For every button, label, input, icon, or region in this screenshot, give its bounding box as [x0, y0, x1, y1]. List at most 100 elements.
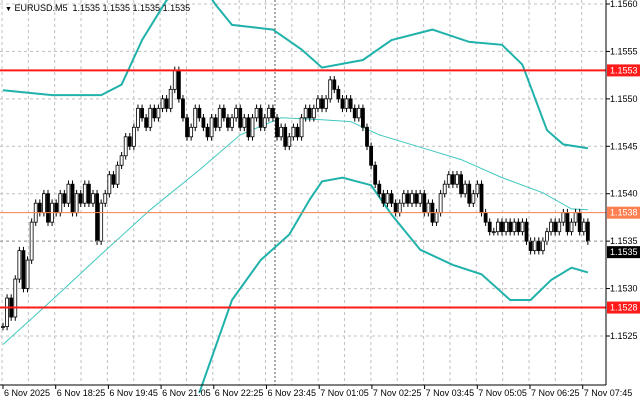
bear-candle	[21, 250, 26, 289]
bull-candle	[230, 117, 234, 128]
x-tick-label: 6 Nov 2025	[4, 388, 50, 398]
bear-candle	[152, 107, 157, 119]
x-tick-label: 7 Nov 02:25	[373, 388, 422, 398]
bear-candle	[577, 212, 582, 233]
x-tick-label: 6 Nov 18:25	[57, 388, 106, 398]
bull-candle	[25, 259, 30, 289]
level-label: 1.1528	[610, 303, 638, 313]
bull-candle	[545, 231, 549, 242]
bull-candle	[442, 183, 447, 195]
bear-candle	[201, 117, 206, 128]
bull-candle	[311, 107, 316, 119]
bear-candle	[389, 193, 394, 204]
upper-band-line	[2, 0, 589, 150]
bull-candle	[189, 126, 194, 138]
bear-candle	[483, 212, 488, 223]
bull-candle	[324, 98, 329, 109]
bear-candle	[565, 212, 570, 233]
ohlc-values: 1.1535 1.1535 1.1535 1.1535	[72, 3, 191, 13]
bear-candle	[95, 193, 99, 242]
bear-candle	[365, 126, 369, 147]
bull-candle	[136, 107, 140, 128]
level-label: 1.1538	[610, 208, 638, 218]
y-tick-label: 1.1555	[610, 46, 638, 56]
bull-candle	[446, 174, 451, 185]
current-price-label: 1.1535	[610, 247, 638, 257]
bear-candle	[369, 145, 374, 166]
bear-candle	[127, 136, 132, 147]
bear-candle	[377, 183, 382, 195]
bull-candle	[131, 126, 136, 147]
bear-candle	[320, 98, 324, 109]
bear-candle	[221, 107, 226, 119]
bull-candle	[217, 107, 222, 128]
bull-candle	[504, 221, 508, 233]
bull-candle	[209, 117, 214, 138]
bear-candle	[467, 183, 472, 204]
bear-candle	[246, 117, 251, 138]
bear-candle	[258, 107, 263, 128]
bear-candle	[140, 107, 144, 119]
bull-candle	[401, 193, 406, 204]
level-label: 1.1553	[610, 65, 638, 75]
bear-candle	[361, 107, 365, 128]
bull-candle	[242, 117, 247, 128]
bear-candle	[176, 69, 181, 100]
bear-candle	[553, 221, 558, 233]
bull-candle	[385, 193, 390, 204]
bull-candle	[463, 183, 468, 195]
bull-candle	[561, 212, 566, 223]
symbol-header[interactable]: ▼ EURUSD.M5 1.1535 1.1535 1.1535 1.1535	[5, 3, 190, 13]
bull-candle	[532, 240, 537, 252]
bull-candle	[557, 221, 562, 233]
x-tick-label: 6 Nov 22:25	[215, 388, 264, 398]
dropdown-triangle-icon[interactable]: ▼	[5, 6, 12, 13]
bull-candle	[1, 326, 5, 328]
level-label-bg	[607, 64, 640, 77]
bear-candle	[70, 183, 75, 214]
bull-candle	[471, 193, 476, 204]
bear-candle	[271, 107, 275, 119]
bear-candle	[479, 183, 484, 214]
y-tick-label: 1.1550	[610, 94, 638, 104]
x-tick-label: 6 Nov 21:05	[162, 388, 211, 398]
bull-candle	[397, 202, 402, 214]
bull-candle	[410, 193, 414, 204]
bear-candle	[422, 193, 427, 214]
bull-candle	[66, 183, 71, 204]
bear-candle	[54, 202, 59, 214]
price-levels: 1.1553 1.1538 1.1528 1.1535	[0, 64, 640, 314]
bear-candle	[307, 107, 312, 119]
y-tick-label: 1.1525	[610, 331, 638, 341]
bear-candle	[487, 221, 492, 233]
bull-candle	[156, 107, 161, 119]
bull-candle	[58, 193, 63, 214]
bull-candle	[438, 193, 443, 214]
x-tick-label: 6 Nov 23:45	[268, 388, 317, 398]
current-price-label-bg	[607, 246, 640, 259]
bull-candle	[540, 240, 545, 252]
bear-candle	[197, 107, 202, 119]
bull-candle	[148, 107, 153, 128]
bear-candle	[283, 126, 288, 147]
bull-candle	[193, 107, 198, 128]
bull-candle	[99, 202, 104, 242]
bear-candle	[524, 221, 529, 242]
bear-candle	[238, 107, 243, 128]
bull-candle	[13, 278, 18, 318]
lower-band-line	[198, 176, 589, 394]
bear-candle	[144, 117, 149, 128]
bull-candle	[287, 136, 292, 147]
bull-candle	[299, 117, 304, 138]
y-tick-label: 1.1545	[610, 141, 638, 151]
bull-candle	[119, 155, 124, 166]
bull-candle	[418, 193, 423, 204]
x-tick-label: 7 Nov 01:05	[320, 388, 369, 398]
y-tick-label: 1.1535	[610, 236, 638, 246]
bear-candle	[373, 164, 378, 185]
bear-candle	[508, 221, 513, 233]
bear-candle	[332, 79, 337, 90]
bear-candle	[450, 174, 455, 185]
